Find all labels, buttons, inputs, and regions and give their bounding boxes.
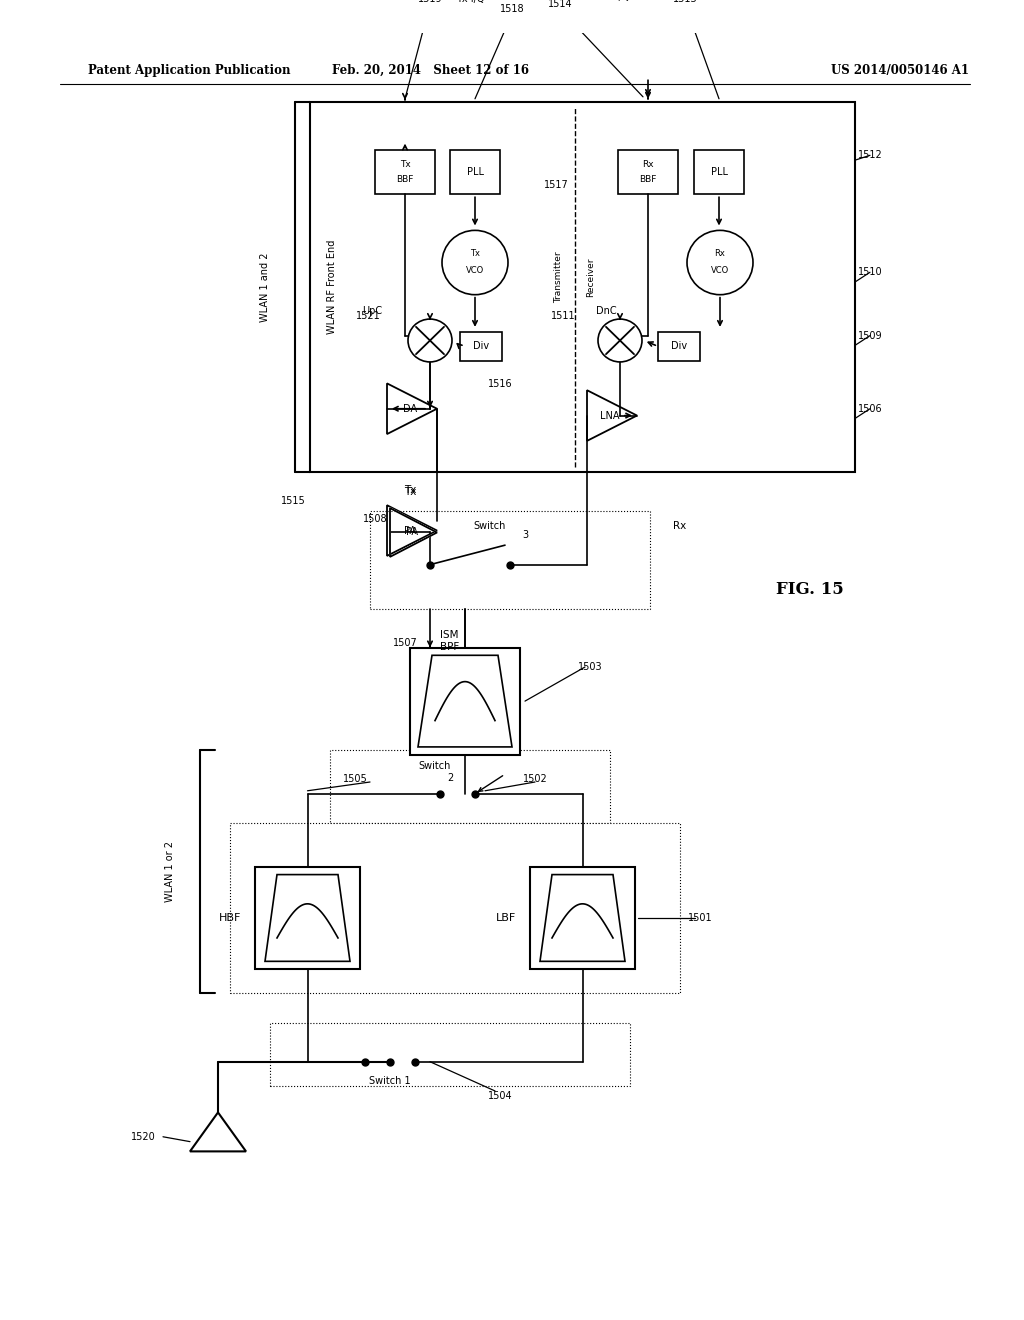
Text: Feb. 20, 2014   Sheet 12 of 16: Feb. 20, 2014 Sheet 12 of 16 <box>332 65 528 77</box>
Text: 1512: 1512 <box>858 150 883 160</box>
FancyBboxPatch shape <box>694 150 744 194</box>
FancyBboxPatch shape <box>460 331 502 360</box>
Text: Patent Application Publication: Patent Application Publication <box>88 65 291 77</box>
Text: PA: PA <box>406 528 418 537</box>
Text: HBF: HBF <box>219 913 241 923</box>
Text: PA: PA <box>404 525 416 536</box>
Text: 1507: 1507 <box>392 638 418 648</box>
Text: Switch 1: Switch 1 <box>370 1076 411 1086</box>
Text: DnC: DnC <box>596 306 617 317</box>
Text: LNA: LNA <box>600 411 620 421</box>
Text: Div: Div <box>671 342 687 351</box>
FancyBboxPatch shape <box>370 511 650 609</box>
Text: WLAN 1 and 2: WLAN 1 and 2 <box>260 252 270 322</box>
Text: Rx I/Q: Rx I/Q <box>600 0 630 3</box>
Text: Switch: Switch <box>419 762 452 771</box>
Text: 1509: 1509 <box>858 330 883 341</box>
Text: 1511: 1511 <box>551 312 575 321</box>
Text: FIG. 15: FIG. 15 <box>776 581 844 598</box>
Text: 1505: 1505 <box>343 774 368 784</box>
Text: Rx: Rx <box>715 249 725 259</box>
Text: BBF: BBF <box>396 174 414 183</box>
FancyBboxPatch shape <box>450 150 500 194</box>
Text: UpC: UpC <box>361 306 382 317</box>
Circle shape <box>442 231 508 294</box>
Text: Div: Div <box>473 342 489 351</box>
Text: VCO: VCO <box>466 265 484 275</box>
Text: 3: 3 <box>522 531 528 540</box>
FancyBboxPatch shape <box>310 102 855 473</box>
Text: Tx I/Q: Tx I/Q <box>456 0 484 4</box>
Text: ISM: ISM <box>440 630 459 640</box>
FancyBboxPatch shape <box>255 867 360 969</box>
FancyBboxPatch shape <box>618 150 678 194</box>
Text: Transmitter: Transmitter <box>555 251 563 304</box>
Text: BPF: BPF <box>440 642 459 652</box>
Text: 2: 2 <box>446 774 454 783</box>
FancyBboxPatch shape <box>658 331 700 360</box>
Text: Rx: Rx <box>674 520 687 531</box>
Text: 1515: 1515 <box>281 496 305 507</box>
Text: 1519: 1519 <box>418 0 442 4</box>
Text: 1513: 1513 <box>673 0 697 4</box>
Text: Tx: Tx <box>403 484 416 495</box>
Text: 1521: 1521 <box>355 312 380 321</box>
FancyBboxPatch shape <box>410 648 520 755</box>
Text: Tx: Tx <box>403 487 416 496</box>
Text: BBF: BBF <box>639 174 656 183</box>
Circle shape <box>687 231 753 294</box>
Text: Tx: Tx <box>399 160 411 169</box>
Text: 1510: 1510 <box>858 267 883 277</box>
FancyBboxPatch shape <box>375 150 435 194</box>
Text: 1516: 1516 <box>487 379 512 389</box>
Text: 1501: 1501 <box>688 913 713 923</box>
Text: Receiver: Receiver <box>587 257 596 297</box>
Text: WLAN RF Front End: WLAN RF Front End <box>327 240 337 334</box>
Text: 1508: 1508 <box>362 513 387 524</box>
Text: Rx: Rx <box>642 160 653 169</box>
Text: 1518: 1518 <box>500 4 524 15</box>
FancyBboxPatch shape <box>330 750 610 822</box>
Text: 1517: 1517 <box>544 180 568 190</box>
Text: LBF: LBF <box>496 913 516 923</box>
Text: PLL: PLL <box>467 168 483 177</box>
Text: US 2014/0050146 A1: US 2014/0050146 A1 <box>831 65 969 77</box>
Text: 1506: 1506 <box>858 404 883 413</box>
Text: 1514: 1514 <box>548 0 572 9</box>
Text: 1520: 1520 <box>131 1131 156 1142</box>
Circle shape <box>598 319 642 362</box>
FancyBboxPatch shape <box>230 822 680 994</box>
FancyBboxPatch shape <box>530 867 635 969</box>
Text: VCO: VCO <box>711 265 729 275</box>
Text: Tx: Tx <box>470 249 480 259</box>
Text: 1502: 1502 <box>522 774 548 784</box>
FancyBboxPatch shape <box>270 1023 630 1086</box>
Circle shape <box>408 319 452 362</box>
Text: 1504: 1504 <box>487 1090 512 1101</box>
Text: DA: DA <box>402 404 417 413</box>
Text: WLAN 1 or 2: WLAN 1 or 2 <box>165 841 175 902</box>
Text: 1503: 1503 <box>578 663 602 672</box>
Text: Switch: Switch <box>474 520 506 531</box>
Text: PLL: PLL <box>711 168 727 177</box>
